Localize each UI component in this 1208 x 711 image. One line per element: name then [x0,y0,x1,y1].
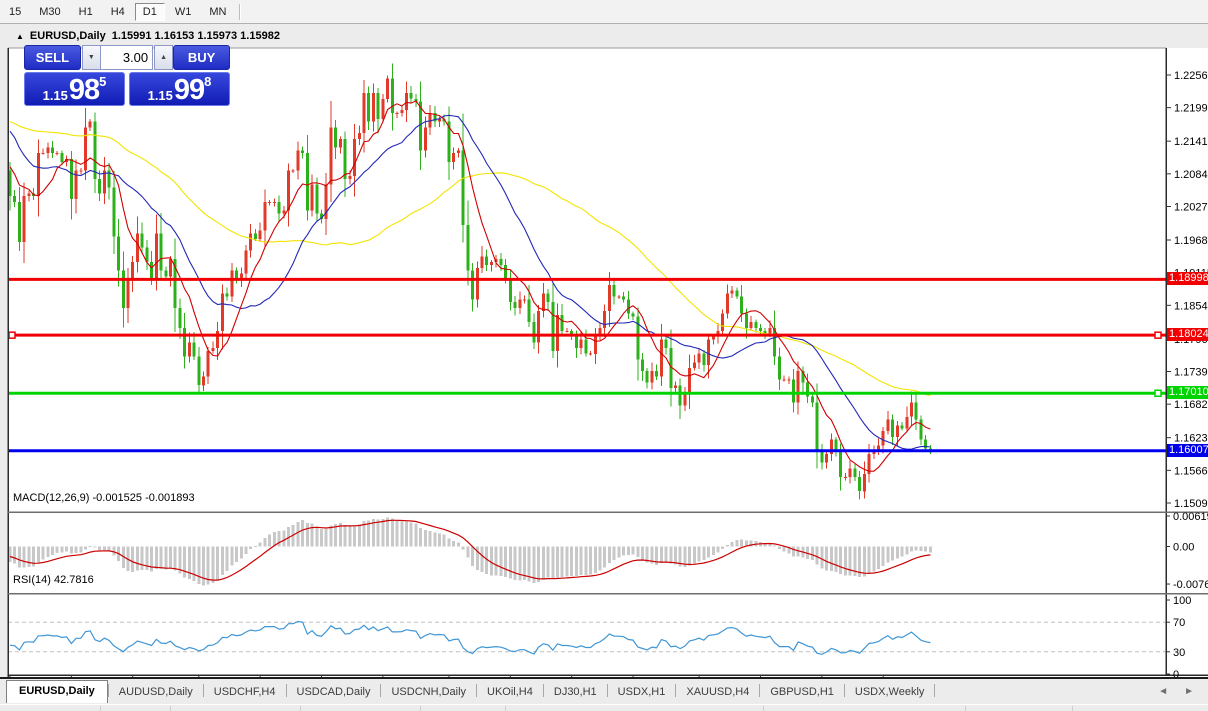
collapse-triangle-icon[interactable]: ▲ [16,31,24,41]
timeframe-button-h1[interactable]: H1 [78,5,93,18]
tab-eurusd-daily[interactable]: EURUSD,Daily [6,680,108,703]
timeframe-button-mn[interactable]: MN [209,5,227,18]
svg-text:70: 70 [1173,617,1185,629]
svg-text:1.21995: 1.21995 [1174,103,1208,115]
svg-text:1.22565: 1.22565 [1174,70,1208,82]
terminal-column-separator [763,706,764,711]
tab-divider [107,684,109,697]
price-chart-surface[interactable]: 1.22565 1.21995 1.21410 1.20840 1.20270 1.196… [0,24,1208,707]
tab-divider [202,684,204,697]
tab-scroll-nav: ◄ ► [1158,686,1208,703]
svg-text:30: 30 [1173,647,1185,659]
timeframe-button-w1[interactable]: W1 [174,5,192,18]
tab-divider [675,684,677,697]
svg-text:1.15665: 1.15665 [1174,465,1208,477]
buy-price-base: 1.15 [147,88,173,103]
timeframe-button-m30[interactable]: M30 [39,5,61,18]
terminal-column-separator [420,706,421,711]
timeframe-button-15[interactable]: 15 [9,5,22,18]
tab-usdx-weekly[interactable]: USDX,Weekly [854,686,925,698]
terminal-column-separator [1072,706,1073,711]
tab-divider [934,684,936,697]
svg-text:1.18545: 1.18545 [1174,300,1208,312]
tab-divider [542,684,544,697]
hline-price-label: 1.17010 [1167,386,1208,400]
buy-price-big: 99 [173,74,205,106]
tab-divider [606,684,608,697]
svg-text:1.20840: 1.20840 [1174,169,1208,181]
svg-text:1.15095: 1.15095 [1174,498,1208,510]
terminal-column-separator [965,706,966,711]
tab-divider [285,684,287,697]
chart-symbol-label: EURUSD,Daily [29,30,106,42]
hline-price-label: 1.18024 [1167,328,1208,342]
tab-divider [380,684,382,697]
tab-usdchf-h4[interactable]: USDCHF,H4 [213,686,276,698]
volume-input[interactable]: 3.00 [100,45,154,70]
volume-decrease-button[interactable]: ▼ [81,45,101,70]
tab-scroll-left-icon[interactable]: ◄ [1158,686,1169,697]
tab-usdcad-daily[interactable]: USDCAD,Daily [296,686,371,698]
svg-text:1.16235: 1.16235 [1174,433,1208,445]
timeframe-button-d1[interactable]: D1 [134,2,165,21]
terminal-column-separator [505,706,506,711]
rsi-indicator-label: RSI(14) 42.7816 [13,574,94,586]
tab-audusd-daily[interactable]: AUDUSD,Daily [118,686,193,698]
tab-ukoil-h4[interactable]: UKOil,H4 [487,686,533,698]
svg-text:0: 0 [1173,669,1179,681]
svg-text:-0.00762: -0.00762 [1173,579,1208,591]
buy-button[interactable]: BUY [173,45,230,70]
chart-title: ▲ EURUSD,Daily 1.15991 1.16153 1.15973 1… [16,30,280,42]
tab-gbpusd-h1[interactable]: GBPUSD,H1 [770,686,834,698]
sell-price-big: 98 [68,74,100,106]
svg-text:0.006193: 0.006193 [1173,511,1208,523]
svg-text:1.16820: 1.16820 [1174,399,1208,411]
terminal-column-separator [300,706,301,711]
svg-text:1.21410: 1.21410 [1174,136,1208,148]
hline-price-label: 1.18998 [1167,272,1208,286]
chart-ohlc-values: 1.15991 1.16153 1.15973 1.15982 [111,30,280,42]
sell-button[interactable]: SELL [24,45,81,70]
buy-price-pip: 8 [204,74,212,89]
svg-text:1.17390: 1.17390 [1174,367,1208,379]
terminal-column-separator [170,706,171,711]
sell-price-base: 1.15 [42,88,68,103]
buy-price-display[interactable]: 1.15 99 8 [129,72,230,106]
tab-usdx-h1[interactable]: USDX,H1 [617,686,666,698]
tab-scroll-right-icon[interactable]: ► [1184,686,1194,697]
tab-dj30-h1[interactable]: DJ30,H1 [553,686,597,698]
svg-text:0.00: 0.00 [1173,542,1194,554]
svg-text:1.20270: 1.20270 [1174,201,1208,213]
one-click-trade-panel: SELL ▼ 3.00 ▲ BUY 1.15 98 5 1.15 99 8 [24,45,230,106]
volume-increase-button[interactable]: ▲ [154,45,174,70]
sell-price-display[interactable]: 1.15 98 5 [24,72,125,106]
timeframe-button-h4[interactable]: H4 [110,5,125,18]
chart-svg[interactable]: 1.22565 1.21995 1.21410 1.20840 1.20270 1.196… [0,24,1208,702]
terminal-column-separator [100,706,101,711]
timeframe-toolbar: 15 M30 H1 H4 D1 W1 MN [0,0,1208,24]
tab-usdcnh-daily[interactable]: USDCNH,Daily [391,686,467,698]
svg-text:100: 100 [1173,595,1191,607]
chart-bottom-frame [0,677,1208,679]
sell-price-pip: 5 [99,74,107,89]
tab-xauusd-h4[interactable]: XAUUSD,H4 [686,686,750,698]
symbol-tab-bar: EURUSD,Daily AUDUSD,Daily USDCHF,H4 USDCAD,… [0,679,1208,703]
toolbar-separator [239,3,242,20]
tab-divider [476,684,478,697]
svg-text:1.19685: 1.19685 [1174,235,1208,247]
tab-divider [759,684,761,697]
tab-divider [843,684,845,697]
terminal-panel-edge [0,704,1208,711]
hline-price-label: 1.16007 [1167,443,1208,457]
macd-indicator-label: MACD(12,26,9) -0.001525 -0.001893 [13,492,195,504]
